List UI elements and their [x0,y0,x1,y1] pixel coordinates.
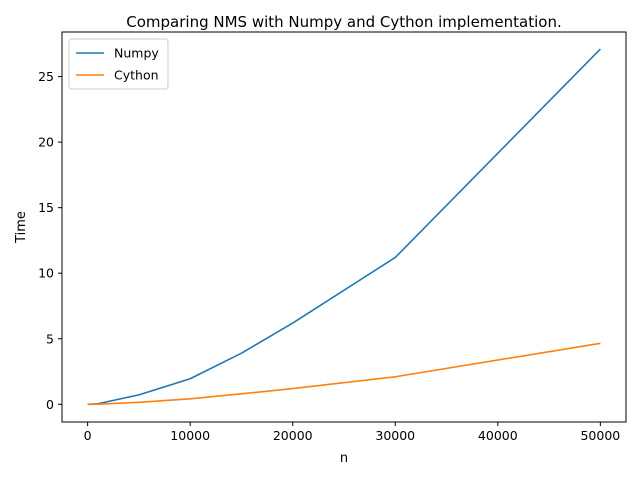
plot-area [61,31,627,423]
plot-lines [87,48,601,406]
y-tick-label: 5 [46,331,54,346]
y-axis: 0 5 10 15 20 25 [38,69,62,412]
y-tick-label: 15 [38,200,54,215]
y-tick-label: 20 [38,135,54,150]
y-tick-label: 25 [38,69,54,84]
y-axis-label: Time [14,211,29,244]
x-tick-label: 40000 [478,428,518,443]
legend: Numpy Cython [68,38,169,90]
x-axis: 0 10000 20000 30000 40000 50000 [84,422,620,443]
y-tick-label: 10 [38,266,54,281]
x-axis-label: n [340,451,348,466]
legend-box [68,38,169,90]
series-line-numpy [87,48,601,406]
x-tick-label: 0 [84,428,92,443]
y-tick-label: 0 [46,397,54,412]
x-tick-label: 50000 [580,428,620,443]
legend-label-numpy: Numpy [114,46,159,61]
x-tick-label: 10000 [170,428,210,443]
chart-title: Comparing NMS with Numpy and Cython impl… [126,13,561,31]
x-tick-label: 30000 [375,428,415,443]
x-tick-label: 20000 [273,428,313,443]
series-line-cython [87,342,601,406]
legend-label-cython: Cython [114,68,159,83]
